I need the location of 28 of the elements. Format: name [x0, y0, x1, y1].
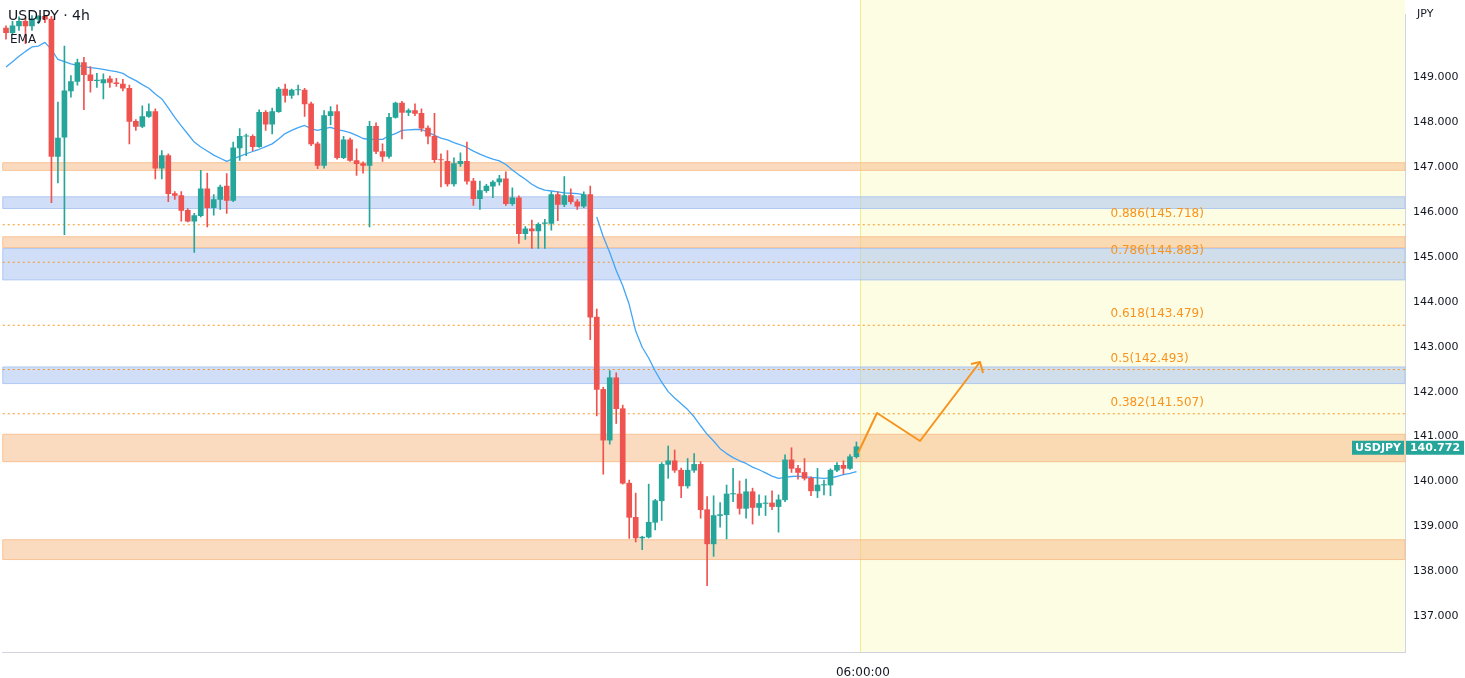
y-tick-label: 143.000 — [1413, 339, 1459, 353]
ref-line-label: 0.382(141.507) — [1110, 394, 1204, 409]
annotation: USDJPY — [1354, 440, 1403, 454]
candlestick — [769, 490, 775, 511]
y-tick-label: 149.000 — [1413, 70, 1459, 84]
y-tick-label: 148.000 — [1413, 115, 1459, 129]
y-axis-title: JPY — [1416, 7, 1434, 21]
chart-title: USDJPY · 4h — [8, 7, 90, 23]
ref-line-label: 0.5(142.493) — [1110, 350, 1189, 365]
y-tick-label: 141.000 — [1413, 429, 1459, 443]
y-tick-label: 137.000 — [1413, 608, 1459, 622]
y-tick-label: 139.000 — [1413, 519, 1459, 533]
candlestick — [55, 101, 61, 184]
candlestick — [730, 468, 736, 502]
y-tick-label: 138.000 — [1413, 564, 1459, 578]
candlestick — [529, 219, 535, 249]
y-tick-label: 146.000 — [1413, 204, 1459, 218]
ref-line-label: 0.886(145.718) — [1110, 205, 1204, 220]
candlestick — [295, 84, 301, 96]
y-tick-label: 145.000 — [1413, 249, 1459, 263]
text: 140.772 — [1409, 440, 1461, 454]
y-tick-label: 140.000 — [1413, 474, 1459, 488]
y-tick-label: 144.000 — [1413, 294, 1459, 308]
y-tick-label: 142.000 — [1413, 384, 1459, 398]
y-tick-label: 147.000 — [1413, 160, 1459, 174]
ref-line-label: 0.786(144.883) — [1110, 243, 1204, 258]
ref-line-label: 0.618(143.479) — [1110, 306, 1204, 321]
x-tick-label: 06:00:00 — [835, 665, 890, 678]
